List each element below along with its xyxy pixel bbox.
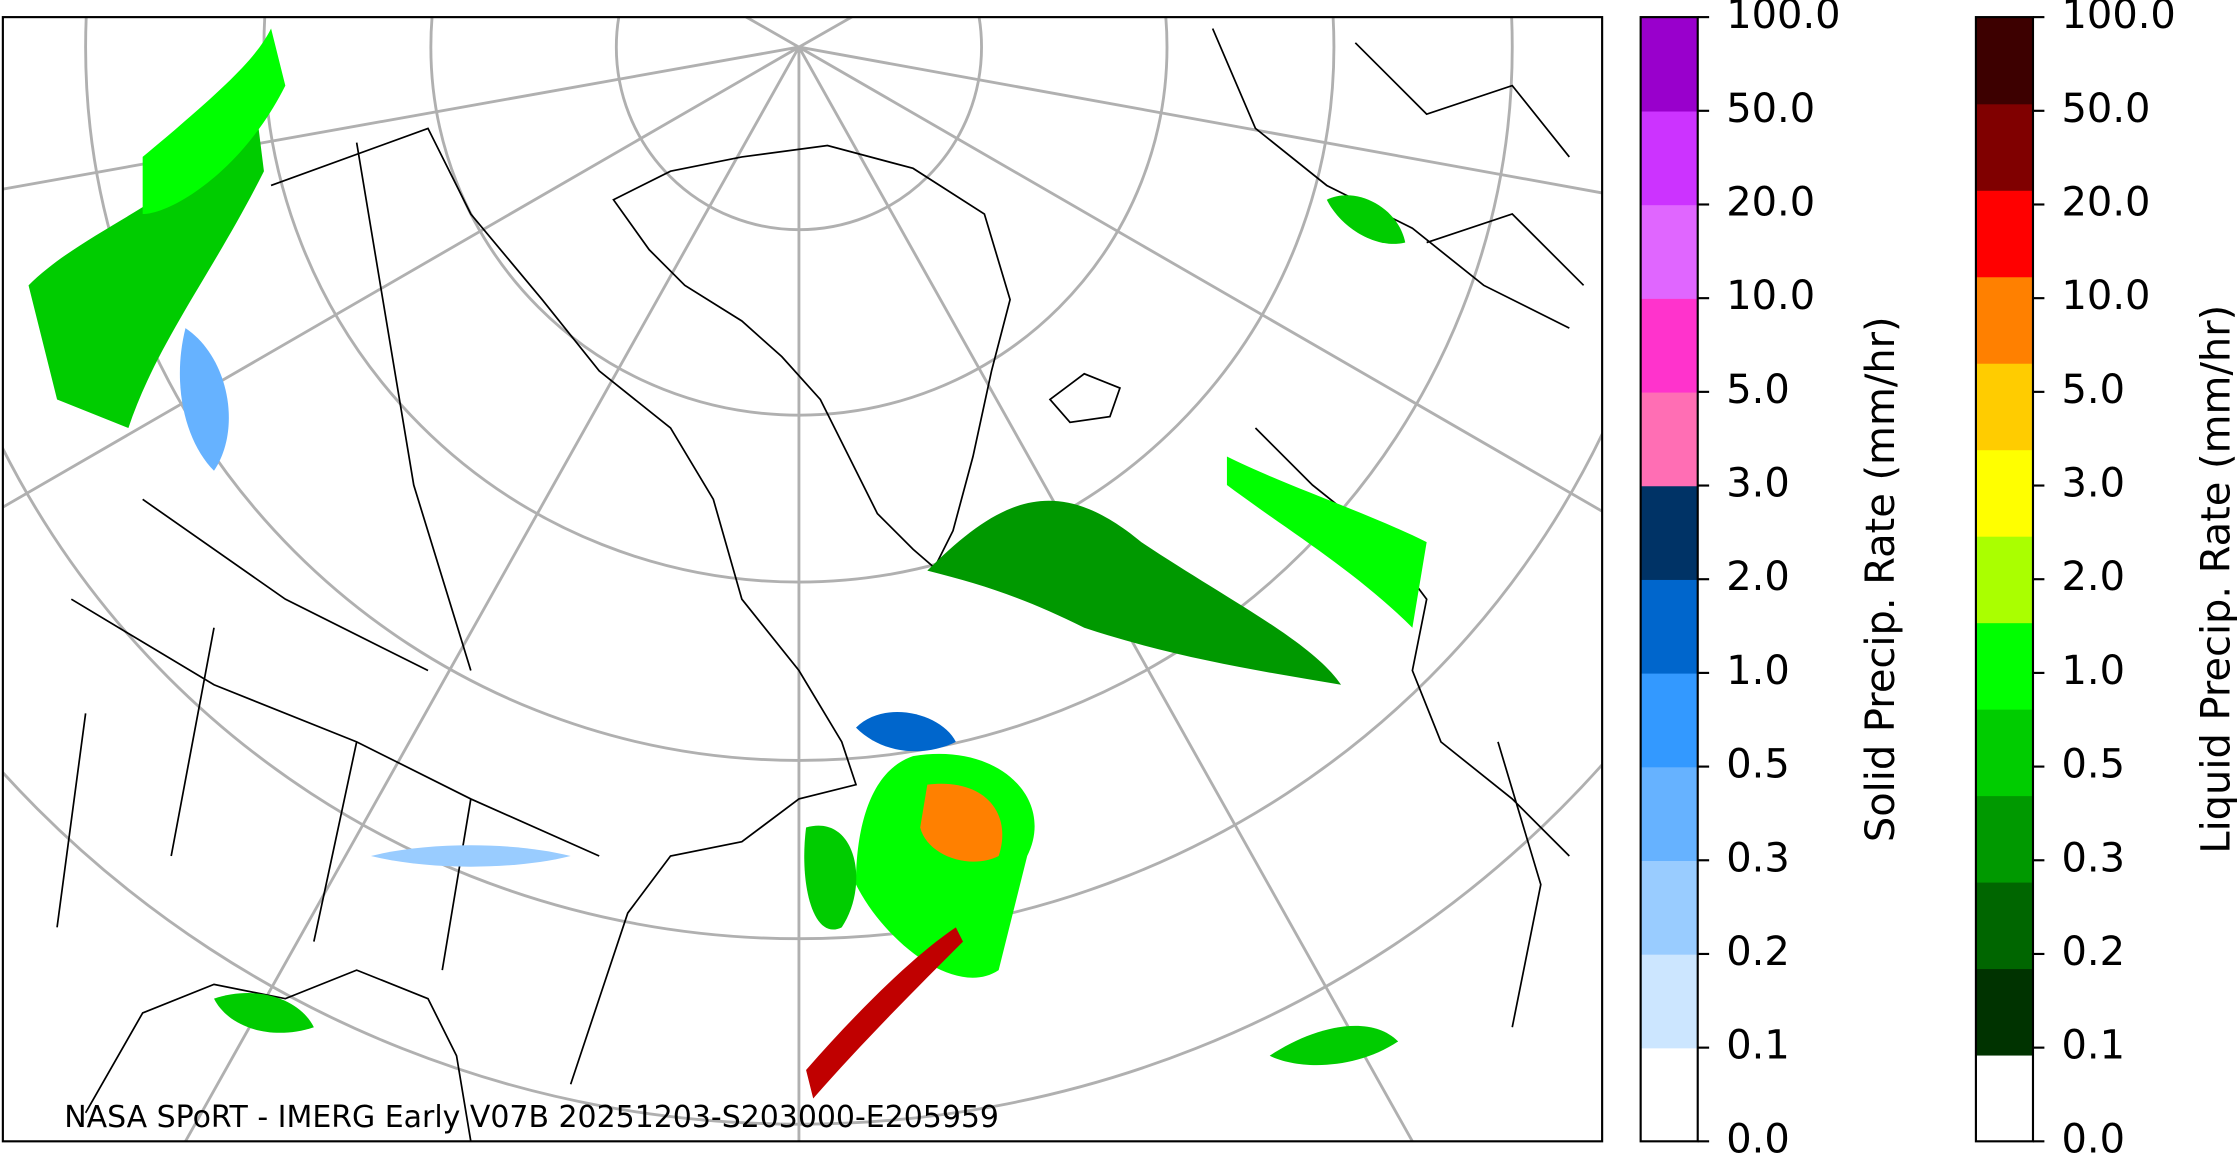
precip-area <box>370 845 571 867</box>
colorbar-tick-label: 0.1 <box>1726 1023 1790 1069</box>
colorbar-tick-label: 50.0 <box>1726 86 1815 132</box>
colorbar-tick-label: 1.0 <box>1726 648 1790 694</box>
colorbar-bin <box>1640 298 1698 393</box>
colorbar-bin <box>1640 766 1698 861</box>
colorbar-bin <box>1640 17 1698 112</box>
colorbar-bin <box>1975 535 2033 624</box>
precip-area <box>28 114 264 428</box>
caption: NASA SPoRT - IMERG Early V07B 20251203-S… <box>64 1100 999 1135</box>
colorbar-tick-label: 0.0 <box>1726 1116 1790 1162</box>
precip-area <box>855 712 956 752</box>
colorbar-bin <box>1640 391 1698 487</box>
colorbar-bin <box>1975 363 2033 451</box>
precip-area <box>179 328 229 471</box>
colorbar-bin <box>1640 579 1698 674</box>
colorbar-tick-label: 0.2 <box>1726 929 1790 975</box>
precip-area <box>214 993 314 1033</box>
colorbar-tick-label: 0.2 <box>2062 929 2126 975</box>
colorbar-bin <box>1975 17 2033 105</box>
coastlines <box>56 28 1585 1142</box>
colorbar-tick-label: 0.3 <box>1726 835 1790 881</box>
precip-area <box>1326 195 1406 244</box>
colorbar-bin <box>1975 276 2033 364</box>
colorbar-tick-label: 0.0 <box>2062 1116 2126 1162</box>
precip-area <box>142 28 286 214</box>
colorbar-tick-label: 20.0 <box>2062 179 2151 225</box>
colorbar-tick-label: 100.0 <box>2062 0 2176 38</box>
north-america-coast <box>84 127 858 1142</box>
borders <box>56 142 600 971</box>
colorbar-bin <box>1975 881 2033 970</box>
colorbar-tick-label: 0.5 <box>1726 742 1790 788</box>
colorbar-bin <box>1640 485 1698 580</box>
precip-area <box>927 500 1342 685</box>
precip-area <box>804 825 857 930</box>
map: NASA SPoRT - IMERG Early V07B 20251203-S… <box>2 17 1603 1142</box>
colorbar-bin <box>1640 860 1698 955</box>
precip-area <box>1269 1025 1399 1066</box>
precip-area <box>920 783 1003 862</box>
colorbar-bin <box>1975 622 2033 710</box>
colorbar-bin <box>1975 190 2033 278</box>
colorbar-label: Liquid Precip. Rate (mm/hr) <box>2193 305 2237 854</box>
colorbar-tick-label: 0.3 <box>2062 835 2126 881</box>
colorbar-tick-label: 10.0 <box>1726 273 1815 319</box>
colorbar-bin <box>1975 1054 2033 1143</box>
colorbar-bin <box>1640 204 1698 299</box>
colorbar-bin <box>1975 795 2033 883</box>
colorbar-bin <box>1975 449 2033 537</box>
colorbar-tick-label: 10.0 <box>2062 273 2151 319</box>
greenland <box>612 144 1011 570</box>
map-frame <box>1 16 1604 1143</box>
colorbar-tick-label: 2.0 <box>2062 554 2126 600</box>
colorbar-tick-label: 5.0 <box>1726 367 1790 413</box>
colorbar-tick-label: 0.5 <box>2062 742 2126 788</box>
colorbar-tick-label: 0.1 <box>2062 1023 2126 1069</box>
colorbar-label: Solid Precip. Rate (mm/hr) <box>1858 316 1904 842</box>
precipitation <box>28 28 1427 1099</box>
colorbar-tick-label: 50.0 <box>2062 86 2151 132</box>
colorbar-tick-label: 5.0 <box>2062 367 2126 413</box>
precip-area <box>806 927 963 1099</box>
colorbar-tick-label: 100.0 <box>1726 0 1840 38</box>
colorbar-tick-label: 3.0 <box>1726 461 1790 507</box>
colorbar-tick-label: 2.0 <box>1726 554 1790 600</box>
colorbar-tick-label: 1.0 <box>2062 648 2126 694</box>
colorbar-bin <box>1975 968 2033 1056</box>
colorbar-bin <box>1640 110 1698 206</box>
colorbar-bin <box>1975 708 2033 797</box>
colorbar-bin <box>1640 953 1698 1049</box>
colorbar-bin <box>1640 1047 1698 1143</box>
colorbar-tick-label: 3.0 <box>2062 461 2126 507</box>
colorbar-bin <box>1640 672 1698 768</box>
colorbar-tick-label: 20.0 <box>1726 179 1815 225</box>
colorbar-bin <box>1975 103 2033 191</box>
precip-area <box>1226 456 1427 628</box>
iceland <box>1048 372 1122 424</box>
